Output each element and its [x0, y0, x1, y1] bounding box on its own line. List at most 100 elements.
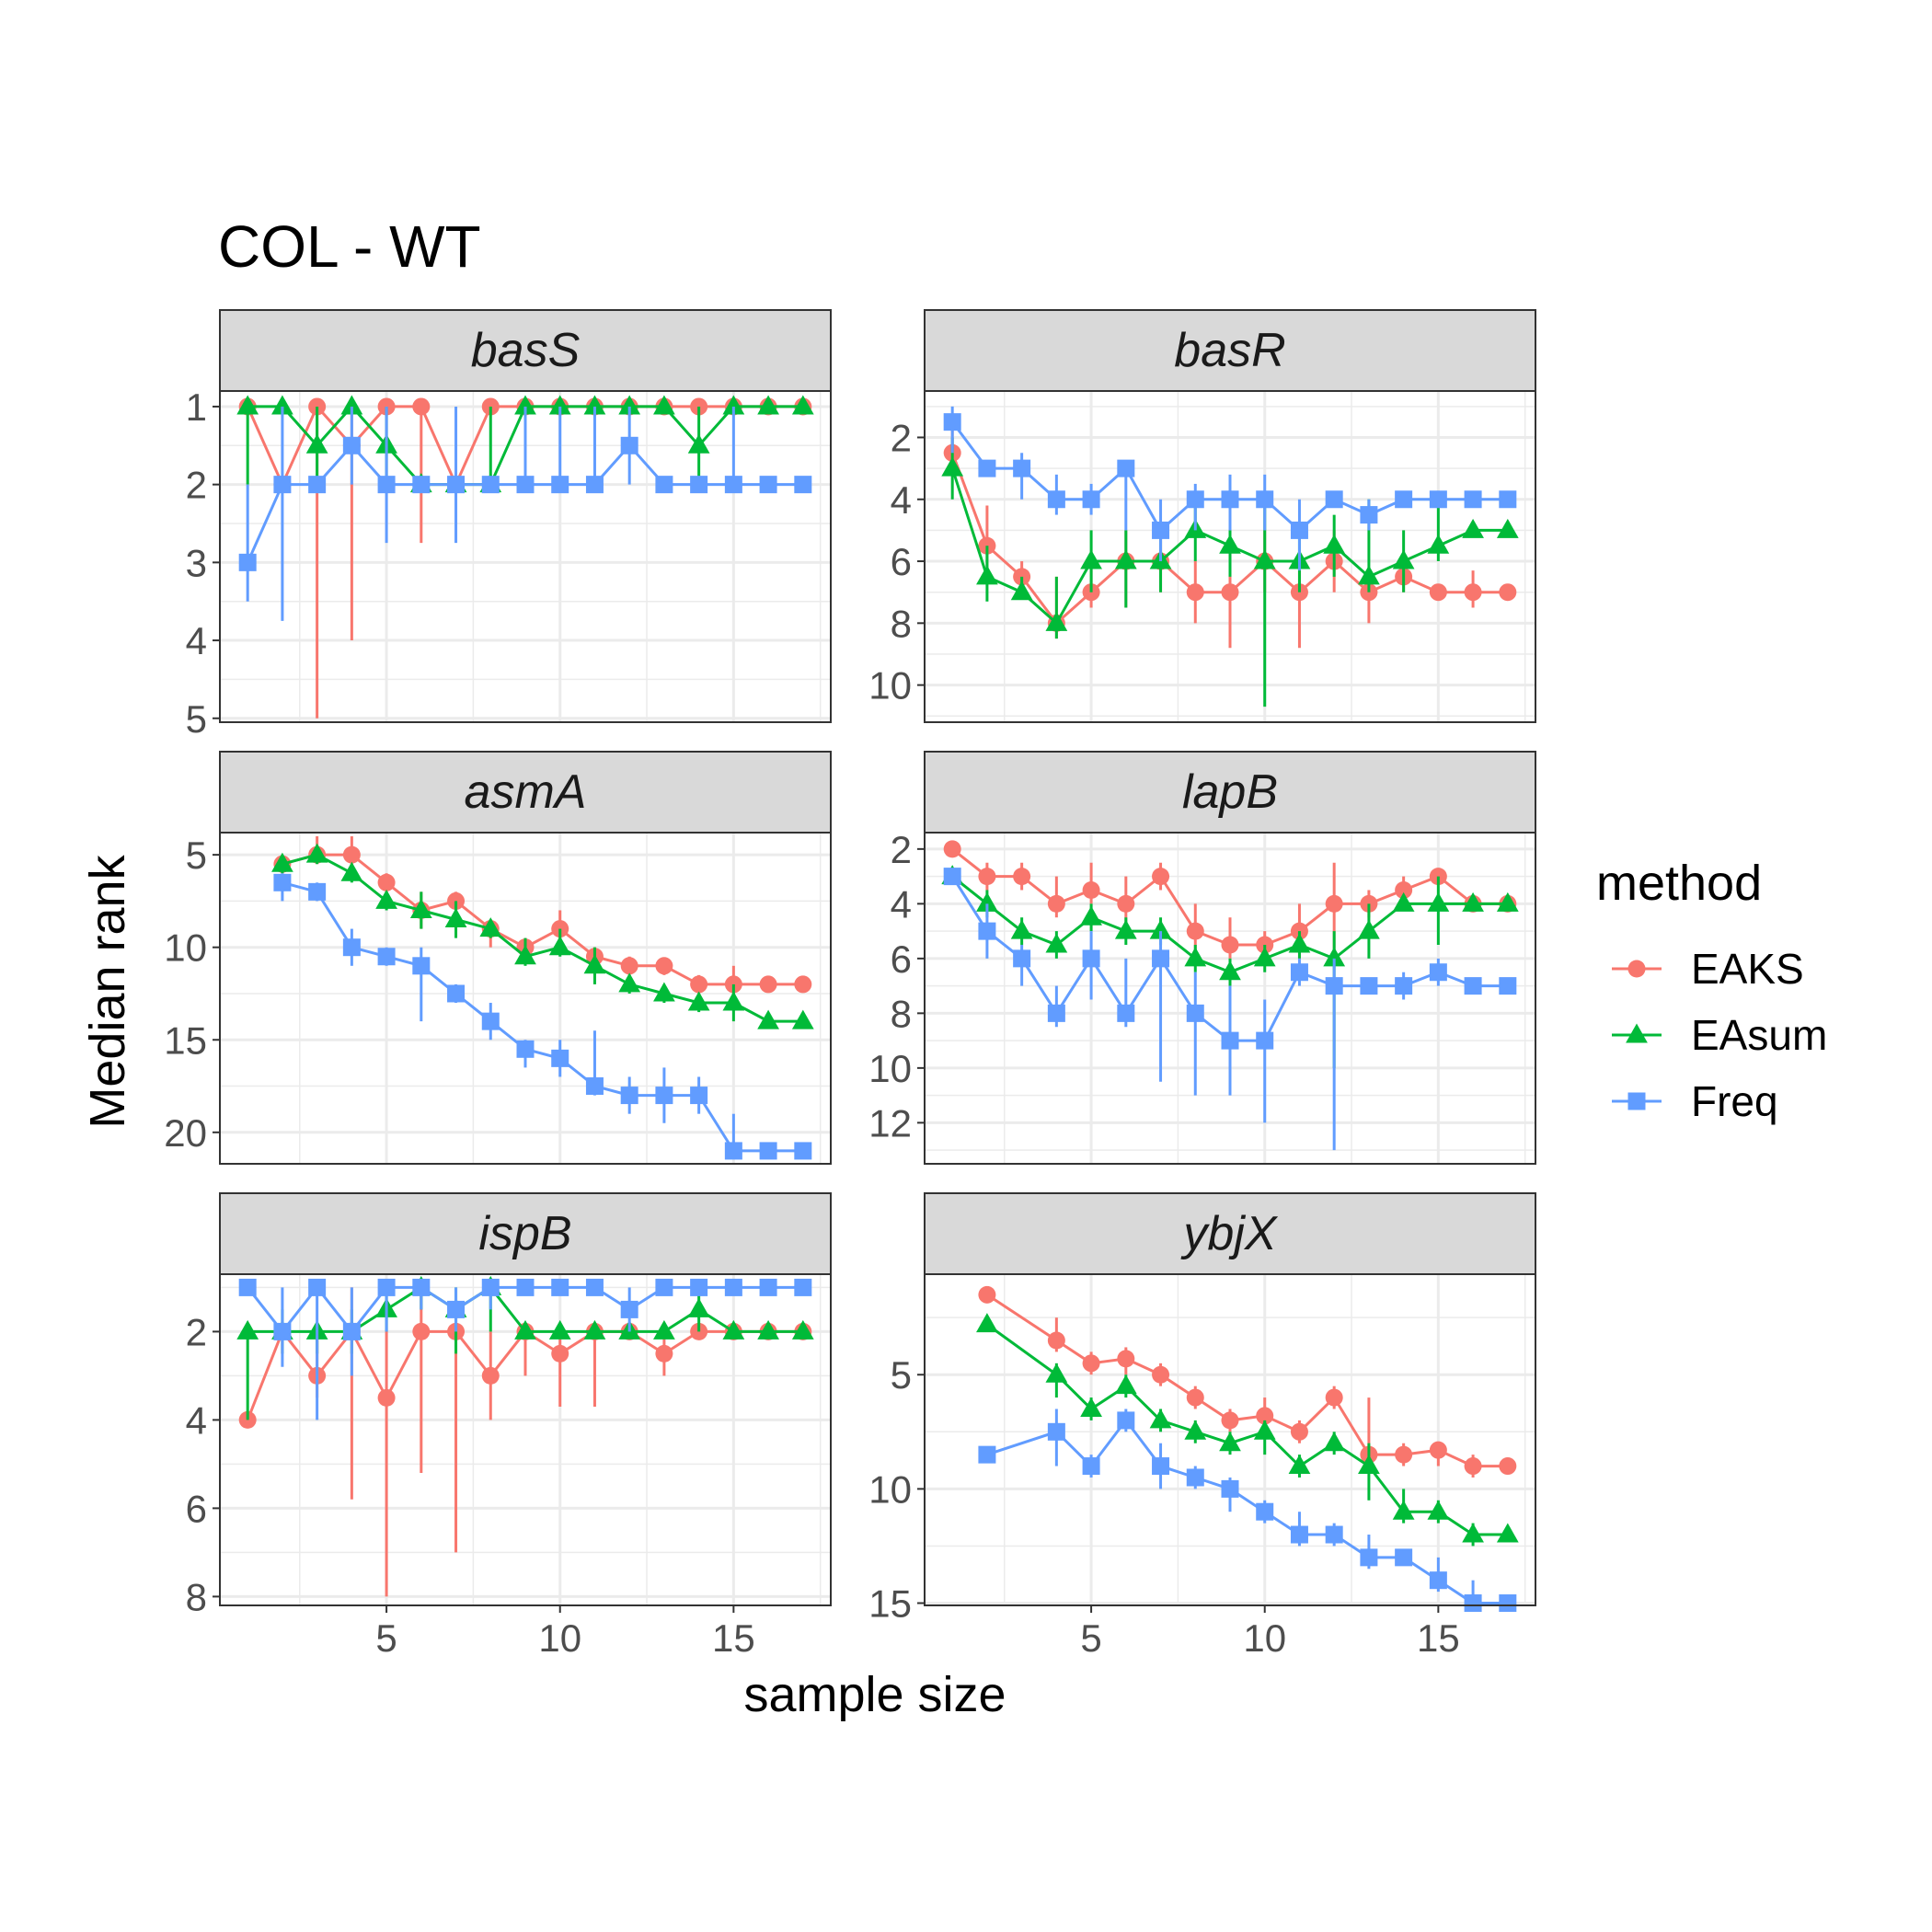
series-EAsum [941, 437, 1519, 707]
data-point [722, 395, 745, 415]
data-point [1080, 1397, 1102, 1417]
data-point [551, 1278, 569, 1296]
data-point [1047, 1422, 1065, 1441]
legend-label: EAsum [1691, 1011, 1827, 1059]
facet-label: asmA [465, 765, 587, 819]
y-tick-label: 6 [186, 1487, 207, 1530]
data-point [1186, 583, 1204, 602]
y-tick-label: 5 [891, 1353, 912, 1397]
data-point [978, 1285, 996, 1304]
data-point [377, 1278, 396, 1296]
data-point [1429, 490, 1447, 509]
data-point [1256, 1502, 1274, 1521]
data-point [1117, 1411, 1135, 1430]
data-point [514, 395, 536, 415]
x-axis-label: sample size [743, 1667, 1006, 1722]
x-tick-label: 10 [1243, 1616, 1286, 1660]
panel-border [219, 832, 832, 1165]
data-point [1152, 1457, 1170, 1476]
data-point [724, 1278, 742, 1296]
data-point [447, 1300, 466, 1318]
data-point [794, 975, 812, 994]
data-point [724, 476, 742, 494]
data-point [1221, 1031, 1239, 1050]
data-point [724, 1142, 742, 1160]
data-point [1186, 1004, 1204, 1022]
data-point [1360, 977, 1378, 995]
data-point [342, 436, 361, 454]
data-point [1080, 549, 1102, 569]
data-point [1082, 1354, 1100, 1373]
data-point [271, 852, 293, 872]
data-point [620, 1087, 638, 1105]
series-EAsum [976, 1313, 1519, 1547]
facet-strip [219, 1192, 832, 1275]
data-point [340, 395, 363, 415]
data-point [481, 1278, 500, 1296]
data-point [479, 917, 502, 937]
data-point [1360, 1548, 1378, 1567]
data-point [794, 1278, 812, 1296]
data-point [1010, 919, 1033, 939]
data-point [1499, 1594, 1517, 1613]
data-point [1256, 1407, 1274, 1425]
series-Freq [238, 406, 812, 621]
data-point [236, 395, 259, 415]
y-tick-label: 6 [891, 540, 912, 583]
data-point [1464, 1594, 1482, 1613]
data-point [1080, 905, 1102, 926]
legend-key-marker [1627, 960, 1646, 978]
data-point [1288, 1455, 1311, 1475]
data-point [481, 476, 500, 494]
data-point [655, 476, 673, 494]
data-point [377, 476, 396, 494]
data-point [375, 889, 397, 909]
facet-label: lapB [1182, 765, 1278, 819]
y-tick-label: 10 [868, 664, 912, 707]
data-point [1325, 1388, 1343, 1407]
data-point [655, 1278, 673, 1296]
data-point [791, 1009, 814, 1029]
facet-strip [924, 309, 1536, 392]
data-point [1395, 880, 1413, 899]
data-point [1186, 1388, 1204, 1407]
data-point [1395, 977, 1413, 995]
data-point [1464, 977, 1482, 995]
data-point [978, 459, 996, 477]
data-point [1325, 1525, 1343, 1544]
data-point [1047, 894, 1065, 913]
facet-strip [924, 751, 1536, 834]
data-point [655, 957, 673, 975]
data-point [1082, 1457, 1100, 1476]
data-point [583, 954, 606, 974]
data-point [377, 873, 396, 891]
legend-key-marker [1627, 1092, 1646, 1110]
data-point [273, 476, 292, 494]
data-point [1496, 1523, 1519, 1543]
data-point [238, 1278, 257, 1296]
y-tick-label: 2 [186, 464, 207, 507]
data-point [1290, 1422, 1308, 1441]
data-point [1047, 490, 1065, 509]
y-tick-label: 4 [186, 619, 207, 662]
data-point [1429, 963, 1447, 982]
data-point [978, 922, 996, 940]
legend-item-EAKS: EAKS [1612, 945, 1804, 993]
y-tick-label: 15 [868, 1582, 912, 1626]
legend: method EAKS EAsum Freq [1596, 856, 1827, 1125]
data-point [481, 1366, 500, 1385]
facet-label: ispB [478, 1207, 571, 1260]
data-point [1499, 977, 1517, 995]
data-point [655, 1087, 673, 1105]
data-point [1045, 611, 1068, 631]
data-point [377, 948, 396, 966]
data-point [342, 938, 361, 957]
data-point [1114, 919, 1137, 939]
data-point [1360, 506, 1378, 524]
data-point [690, 975, 708, 994]
data-point [1290, 1525, 1308, 1544]
data-point [1499, 490, 1517, 509]
x-tick-label: 10 [538, 1616, 581, 1660]
series-Freq [238, 1278, 812, 1420]
figure-title: COL - WT [218, 213, 481, 280]
